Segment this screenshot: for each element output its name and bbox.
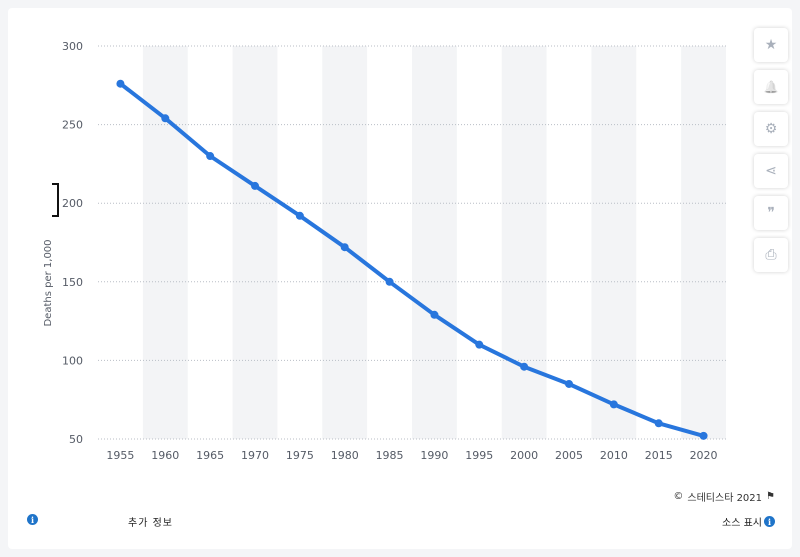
column-bands bbox=[142, 46, 726, 439]
y-tick-label: 300 bbox=[62, 40, 83, 53]
data-point[interactable] bbox=[116, 79, 125, 88]
print-icon: ⎙ bbox=[765, 247, 777, 263]
y-axis-label: Deaths per 1,000 bbox=[43, 239, 54, 326]
column-band bbox=[591, 46, 637, 439]
column-band bbox=[681, 46, 726, 439]
source-text: 소스 표시 bbox=[722, 518, 762, 529]
x-tick-label: 2010 bbox=[600, 449, 628, 462]
x-tick-label: 2015 bbox=[645, 449, 673, 462]
y-tick-label: 100 bbox=[62, 354, 83, 367]
y-tick-label: 50 bbox=[69, 433, 83, 446]
x-tick-label: 1985 bbox=[376, 449, 404, 462]
data-point[interactable] bbox=[609, 400, 618, 409]
x-axis-ticks: 1955 1960 1965 1970 1975 1980 1985 1990 1995 2000… bbox=[106, 449, 717, 462]
bracket-marker bbox=[52, 183, 59, 217]
x-tick-label: 1980 bbox=[331, 449, 359, 462]
copyright-symbol: © bbox=[673, 491, 684, 502]
column-band bbox=[412, 46, 457, 439]
quote-icon: ❞ bbox=[767, 205, 775, 221]
x-tick-label: 1970 bbox=[241, 449, 269, 462]
x-tick-label: 1960 bbox=[151, 449, 179, 462]
share-icon: ⋖ bbox=[765, 163, 777, 179]
settings-button[interactable]: ⚙ bbox=[754, 112, 788, 146]
share-button[interactable]: ⋖ bbox=[754, 154, 788, 188]
x-tick-label: 2020 bbox=[690, 449, 718, 462]
y-tick-label: 150 bbox=[62, 276, 83, 289]
info-button[interactable]: i bbox=[27, 514, 38, 525]
source-link[interactable]: 소스 표시 i bbox=[722, 514, 775, 529]
data-point[interactable] bbox=[520, 362, 529, 371]
x-tick-label: 1955 bbox=[106, 449, 134, 462]
x-tick-label: 1995 bbox=[465, 449, 493, 462]
bell-icon: 🔔 bbox=[763, 80, 779, 94]
data-points bbox=[116, 79, 708, 440]
column-band bbox=[501, 46, 547, 439]
data-point[interactable] bbox=[475, 340, 484, 349]
x-tick-label: 2005 bbox=[555, 449, 583, 462]
chart-card: 50 100 150 200 250 300 1955 1960 1965 1970 1975 19… bbox=[8, 8, 792, 549]
data-point[interactable] bbox=[430, 310, 439, 319]
data-point[interactable] bbox=[385, 277, 394, 286]
toolbar: ★ 🔔 ⚙ ⋖ ❞ ⎙ bbox=[754, 28, 788, 280]
data-point[interactable] bbox=[251, 181, 259, 190]
data-point[interactable] bbox=[654, 419, 663, 428]
x-tick-label: 1975 bbox=[286, 449, 314, 462]
x-tick-label: 2000 bbox=[510, 449, 538, 462]
column-band bbox=[322, 46, 368, 439]
print-button[interactable]: ⎙ bbox=[754, 238, 788, 272]
cite-button[interactable]: ❞ bbox=[754, 196, 788, 230]
info-icon: i bbox=[764, 516, 775, 527]
copyright-text: 스테티스타 2021 bbox=[687, 493, 763, 504]
data-point[interactable] bbox=[340, 243, 349, 252]
data-point[interactable] bbox=[206, 152, 215, 161]
column-band bbox=[232, 46, 278, 439]
star-icon: ★ bbox=[764, 37, 778, 53]
data-point[interactable] bbox=[699, 431, 708, 440]
more-info-link[interactable]: 추가 정보 bbox=[128, 518, 173, 529]
column-band bbox=[142, 46, 188, 439]
y-tick-label: 250 bbox=[62, 119, 83, 132]
notification-button[interactable]: 🔔 bbox=[754, 70, 788, 104]
data-point[interactable] bbox=[565, 379, 573, 388]
y-axis-ticks: 50 100 150 200 250 300 bbox=[62, 40, 83, 446]
flag-icon: ⚑ bbox=[766, 491, 775, 502]
data-point[interactable] bbox=[161, 114, 170, 123]
gear-icon: ⚙ bbox=[764, 121, 778, 137]
info-icon: i bbox=[27, 514, 38, 525]
copyright[interactable]: © 스테티스타 2021 ⚑ bbox=[673, 489, 775, 504]
data-point[interactable] bbox=[295, 211, 304, 220]
x-tick-label: 1965 bbox=[196, 449, 224, 462]
favorite-button[interactable]: ★ bbox=[754, 28, 788, 62]
y-tick-label: 200 bbox=[62, 197, 83, 210]
series-line bbox=[118, 81, 706, 438]
x-tick-label: 1990 bbox=[420, 449, 448, 462]
